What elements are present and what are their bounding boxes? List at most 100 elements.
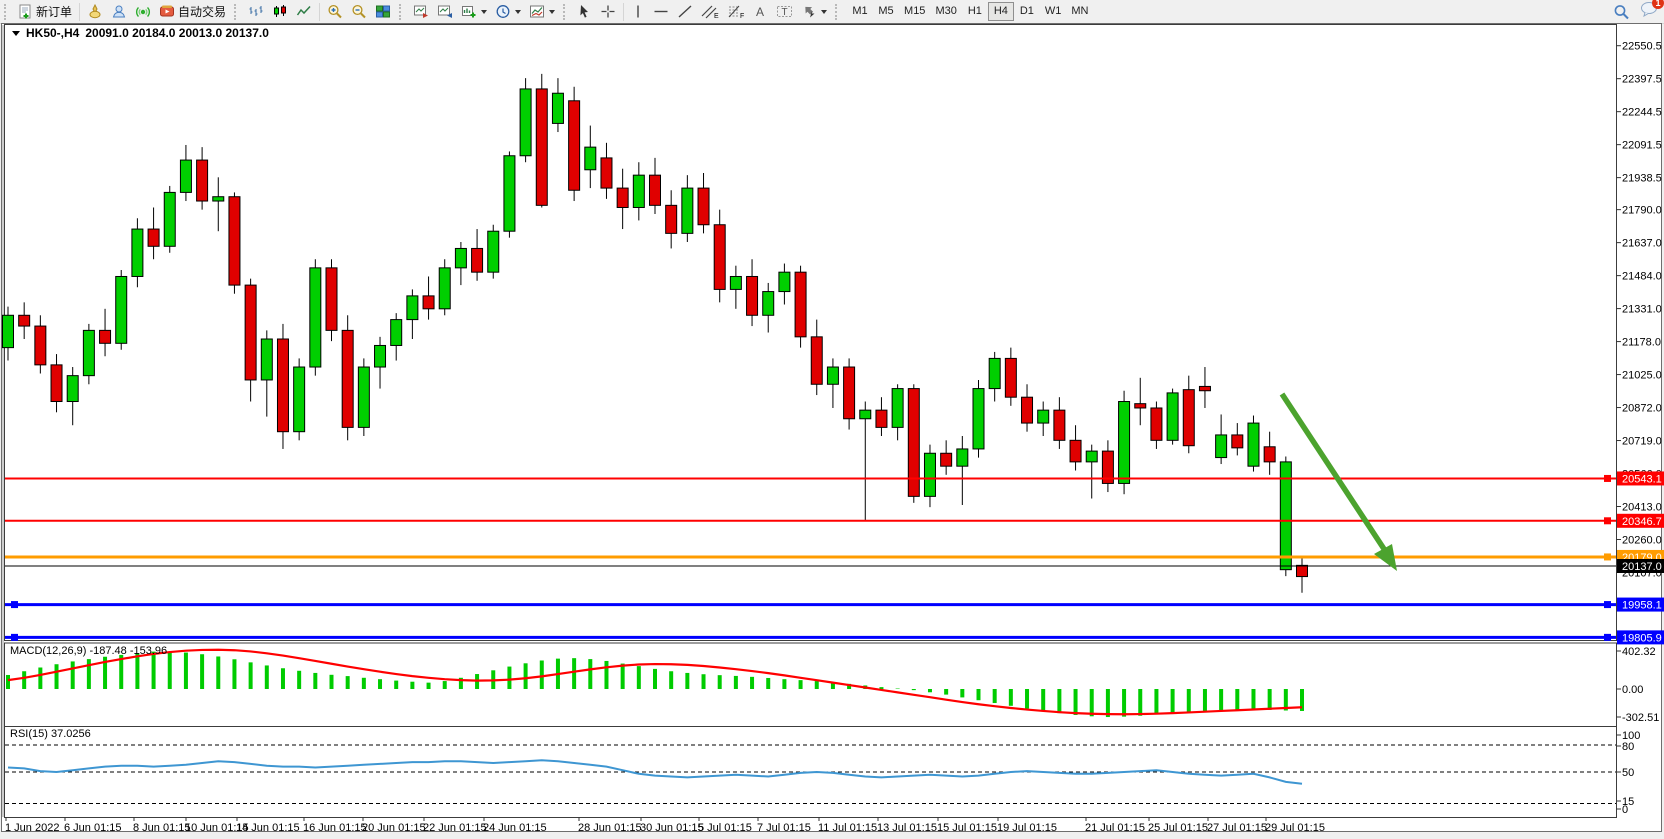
tile-windows-button[interactable] xyxy=(371,2,395,22)
fibonacci-icon: F xyxy=(728,5,744,19)
svg-text:21484.0: 21484.0 xyxy=(1622,271,1662,283)
timeframe-m5-button[interactable]: M5 xyxy=(873,2,899,21)
svg-text:28 Jun 01:15: 28 Jun 01:15 xyxy=(578,822,642,834)
hline-handle[interactable] xyxy=(11,633,18,641)
svg-text:402.32: 402.32 xyxy=(1622,646,1656,658)
svg-text:20413.0: 20413.0 xyxy=(1622,502,1662,514)
hline-handle[interactable] xyxy=(1604,517,1611,525)
indicators-icon xyxy=(530,5,545,18)
candle xyxy=(843,366,856,420)
svg-text:20137.0: 20137.0 xyxy=(1622,561,1662,573)
candle xyxy=(1198,385,1211,392)
candle xyxy=(66,375,79,403)
hline-handle[interactable] xyxy=(1604,633,1611,641)
toolbar-grip[interactable] xyxy=(4,3,11,20)
timeframe-m15-button[interactable]: M15 xyxy=(899,2,930,21)
crosshair-icon xyxy=(601,5,615,18)
hline-handle[interactable] xyxy=(11,601,18,609)
candle xyxy=(325,267,338,331)
horizontal-line-icon xyxy=(654,10,668,13)
svg-text:21637.0: 21637.0 xyxy=(1622,238,1662,250)
toolbar-grip[interactable] xyxy=(234,3,241,20)
candle xyxy=(568,100,581,191)
arrows-icon xyxy=(805,6,815,18)
next-chart-icon xyxy=(438,5,453,18)
trendline-button[interactable] xyxy=(673,2,697,22)
cursor-button[interactable] xyxy=(573,2,596,22)
horizontal-lines: 20543.120346.720179.020137.019958.119805… xyxy=(5,471,1664,645)
chart-canvas[interactable]: 22550.5 22397.5 22244.5 22091.5 21938.5 21790… xyxy=(0,23,1664,839)
previous-chart-button[interactable] xyxy=(409,2,433,22)
hline-handle[interactable] xyxy=(1604,553,1611,561)
price-label-19805.9 xyxy=(1617,630,1664,645)
zoom-out-button[interactable] xyxy=(347,2,371,22)
svg-text:15: 15 xyxy=(1622,796,1634,808)
svg-text:-302.51: -302.51 xyxy=(1622,712,1659,724)
toolbar-grip[interactable] xyxy=(835,3,842,20)
equidistant-channel-button[interactable]: E xyxy=(697,2,723,22)
hline-handle[interactable] xyxy=(1604,601,1611,609)
new-order-label: 新订单 xyxy=(36,5,73,19)
svg-text:22244.5: 22244.5 xyxy=(1622,107,1662,119)
dropdown-caret-icon xyxy=(481,9,488,14)
candle xyxy=(454,247,467,269)
timeframe-mn-button[interactable]: MN xyxy=(1066,2,1093,21)
timeframe-m1-button[interactable]: M1 xyxy=(847,2,873,21)
text-label-button[interactable]: T xyxy=(772,2,797,22)
new-chart-icon xyxy=(462,6,476,18)
timeframe-m30-button[interactable]: M30 xyxy=(930,2,961,21)
price-label-20137.0 xyxy=(1617,559,1664,574)
candle xyxy=(810,336,823,385)
candle xyxy=(406,295,419,321)
fibonacci-button[interactable]: F xyxy=(723,2,749,22)
vertical-line-button[interactable] xyxy=(627,2,649,22)
dropdown-caret-icon xyxy=(821,9,828,14)
signals-button[interactable] xyxy=(83,2,107,22)
crosshair-button[interactable] xyxy=(596,2,620,22)
broadcast-button[interactable] xyxy=(131,2,155,22)
text-button[interactable]: A xyxy=(749,2,772,22)
line-chart-button[interactable] xyxy=(292,2,316,22)
broadcast-icon xyxy=(136,7,150,17)
bar-chart-button[interactable] xyxy=(244,2,268,22)
periods-button[interactable] xyxy=(491,2,525,22)
svg-text:19958.1: 19958.1 xyxy=(1622,600,1662,612)
svg-text:0.00: 0.00 xyxy=(1622,684,1643,696)
candle xyxy=(244,284,257,381)
candle xyxy=(729,275,742,290)
candle xyxy=(713,224,726,290)
arrows-button[interactable] xyxy=(797,2,831,22)
timeframe-d1-button[interactable]: D1 xyxy=(1014,2,1040,21)
auto-trading-button[interactable]: 自动交易 xyxy=(155,2,230,22)
candle xyxy=(988,357,1001,390)
toolbar-grip[interactable] xyxy=(563,3,570,20)
svg-text:80: 80 xyxy=(1622,741,1634,753)
trend-arrow-annotation[interactable] xyxy=(1279,392,1397,571)
svg-text:11 Jul 01:15: 11 Jul 01:15 xyxy=(818,822,877,834)
search-button[interactable] xyxy=(1609,2,1634,22)
candlestick-chart-button[interactable] xyxy=(268,2,292,22)
new-order-button[interactable]: 新订单 xyxy=(14,2,76,22)
community-button[interactable] xyxy=(107,2,131,22)
timeframe-w1-button[interactable]: W1 xyxy=(1040,2,1067,21)
text-icon: A xyxy=(756,5,764,19)
horizontal-line-button[interactable] xyxy=(649,2,673,22)
svg-text:21178.0: 21178.0 xyxy=(1622,337,1661,349)
hline-handle[interactable] xyxy=(1604,474,1611,482)
chat-button[interactable]: 1 xyxy=(1640,0,1664,22)
timeframe-h1-button[interactable]: H1 xyxy=(962,2,988,21)
new-chart-button[interactable] xyxy=(457,2,491,22)
candle xyxy=(1069,439,1082,463)
equidistant-channel-icon: E xyxy=(701,5,719,19)
candle xyxy=(1004,357,1017,398)
indicators-button[interactable] xyxy=(525,2,559,22)
svg-text:6 Jun 01:15: 6 Jun 01:15 xyxy=(64,822,122,834)
svg-text:0: 0 xyxy=(1622,804,1628,816)
toolbar-grip[interactable] xyxy=(399,3,406,20)
timeframe-h4-button[interactable]: H4 xyxy=(987,2,1014,21)
next-chart-button[interactable] xyxy=(433,2,457,22)
zoom-in-button[interactable] xyxy=(323,2,347,22)
svg-text:1 Jun 2022: 1 Jun 2022 xyxy=(5,822,59,834)
svg-text:50: 50 xyxy=(1622,767,1634,779)
collapse-arrow-icon[interactable] xyxy=(12,30,20,36)
